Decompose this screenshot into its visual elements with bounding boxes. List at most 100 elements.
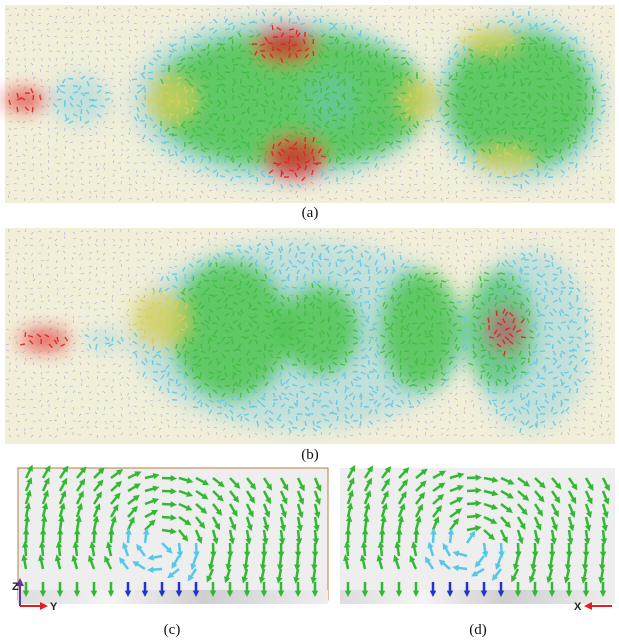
arrow: [457, 65, 462, 66]
arrow: [232, 88, 233, 93]
arrow: [496, 381, 497, 386]
arrow: [441, 95, 442, 100]
arrow: [332, 142, 337, 143]
arrow: [457, 316, 462, 317]
arrow: [449, 357, 454, 358]
arrow: [241, 416, 242, 421]
arrow: [585, 343, 590, 344]
arrow: [220, 267, 225, 268]
arrow: [220, 400, 225, 401]
arrow: [233, 64, 238, 65]
arrow: [521, 79, 522, 84]
arrow: [288, 93, 289, 98]
arrow: [161, 290, 162, 295]
arrow: [97, 86, 102, 87]
arrow: [388, 93, 393, 94]
arrow: [209, 295, 214, 296]
arrow: [489, 337, 494, 338]
arrow: [289, 344, 294, 345]
arrow: [521, 106, 526, 107]
arrow: [177, 114, 178, 119]
arrow: [153, 302, 154, 307]
arrow: [393, 99, 398, 100]
arrow: [393, 57, 398, 58]
arrow: [561, 130, 562, 135]
arrow: [20, 344, 25, 345]
arrow: [513, 128, 518, 129]
arrow: [201, 71, 206, 72]
arrow: [232, 339, 233, 344]
arrow: [313, 346, 314, 351]
arrow: [289, 407, 294, 408]
arrow: [436, 121, 441, 122]
arrow: [160, 128, 161, 133]
arrow: [140, 337, 145, 338]
arrow: [132, 79, 137, 80]
arrow: [217, 386, 222, 387]
arrow: [80, 116, 81, 121]
arrow: [377, 79, 378, 84]
arrow: [105, 92, 110, 93]
arrow: [169, 51, 174, 52]
arrow: [476, 29, 481, 30]
arrow: [521, 372, 526, 373]
arrow: [380, 134, 385, 135]
arrow: [537, 386, 542, 387]
arrow: [304, 304, 305, 309]
arrow: [320, 18, 321, 23]
arrow: [360, 30, 361, 35]
arrow: [305, 81, 306, 86]
arrow: [468, 29, 473, 30]
arrow: [392, 281, 393, 286]
arrow: [409, 302, 414, 303]
arrow: [496, 409, 497, 414]
arrow: [257, 102, 258, 107]
arrow: [425, 351, 426, 356]
arrow: [305, 332, 306, 337]
arrow: [564, 399, 569, 400]
arrow: [484, 72, 489, 73]
arrow: [57, 99, 62, 100]
arrow: [465, 142, 466, 147]
arrow: [324, 259, 329, 260]
arrow: [168, 67, 169, 72]
arrow: [425, 295, 430, 296]
arrow: [500, 43, 505, 44]
arrow: [496, 311, 497, 316]
intensity-blob: [280, 285, 360, 375]
arrow: [180, 329, 185, 330]
arrow: [601, 74, 602, 79]
arrow: [217, 172, 218, 177]
arrow: [313, 304, 314, 309]
arrow: [456, 72, 457, 77]
arrow: [336, 281, 337, 286]
arrow: [516, 72, 521, 73]
arrow: [289, 46, 290, 51]
arrow: [224, 114, 225, 119]
arrow: [137, 309, 142, 310]
arrow: [144, 65, 145, 70]
arrow: [577, 100, 582, 101]
arrow: [580, 51, 585, 52]
arrow: [273, 137, 274, 142]
arrow: [521, 92, 526, 93]
arrow: [545, 358, 550, 359]
arrow: [360, 262, 361, 267]
arrow: [476, 36, 481, 37]
arrow: [497, 142, 502, 143]
arrow: [340, 245, 345, 246]
arrow: [192, 367, 193, 372]
arrow: [308, 323, 313, 324]
arrow: [529, 344, 530, 349]
arrow: [81, 100, 82, 105]
arrow: [400, 255, 401, 260]
arrow: [352, 53, 353, 58]
arrow: [529, 71, 534, 72]
arrow: [364, 287, 369, 288]
arrow: [241, 142, 246, 143]
arrow: [112, 337, 113, 342]
arrow: [420, 393, 425, 394]
arrow: [464, 58, 465, 63]
arrow: [233, 311, 234, 316]
arrow: [476, 120, 481, 121]
